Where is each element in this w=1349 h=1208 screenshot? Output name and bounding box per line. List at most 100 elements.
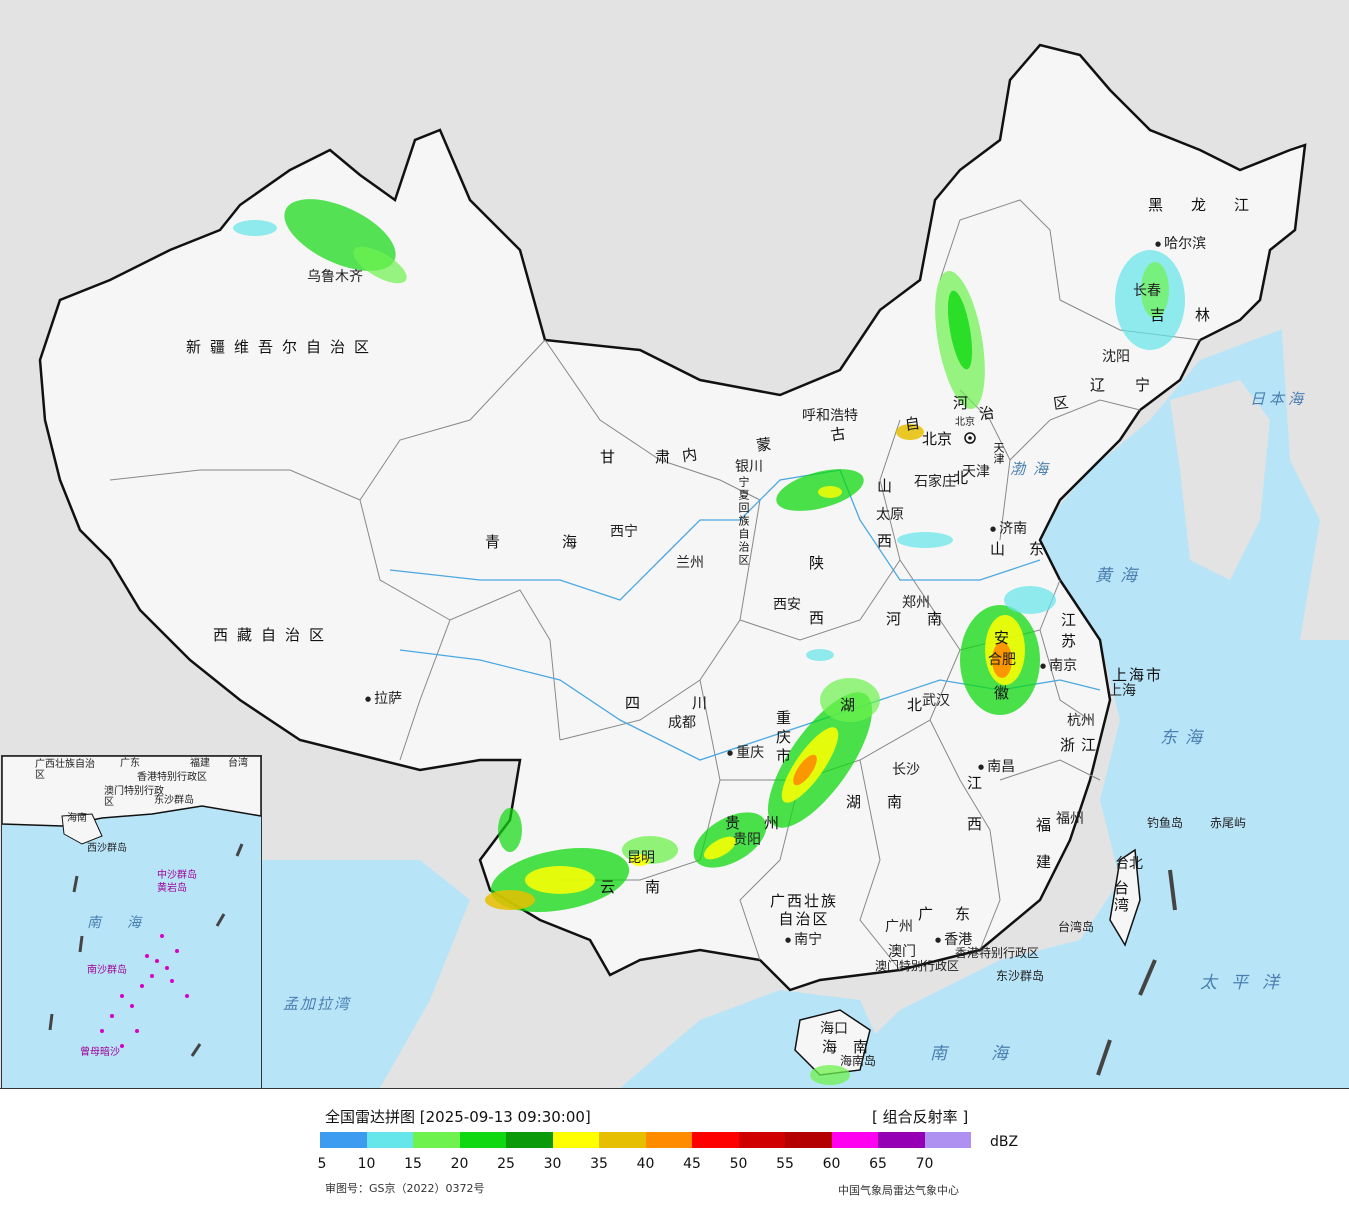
sea-label: 太平洋 xyxy=(1200,973,1293,993)
city-label: 南京 xyxy=(1040,659,1077,673)
inset-label: 中沙群岛 xyxy=(157,870,197,881)
province-label: 四川 xyxy=(625,694,760,712)
province-label: 北京 xyxy=(922,430,953,448)
city-label: 昆明 xyxy=(627,850,655,866)
inset-label: 香港特别行政区 xyxy=(137,772,207,783)
tick-label: 65 xyxy=(869,1156,887,1172)
color-segment xyxy=(692,1132,739,1148)
city-label: 银川 xyxy=(735,459,763,475)
province-label: 安徽 xyxy=(992,630,1010,740)
city-label: 澳门 xyxy=(888,944,916,960)
color-segment xyxy=(366,1132,413,1148)
province-label: 新疆维吾尔自治区 xyxy=(186,338,379,356)
color-segment xyxy=(645,1132,692,1148)
sea-label: 黄海 xyxy=(1095,566,1145,586)
inset-label: 福建 xyxy=(190,758,210,769)
maritime-boundary-dashes xyxy=(1096,869,1177,1076)
city-label: 太原 xyxy=(876,507,904,523)
tick-label: 50 xyxy=(729,1156,748,1172)
china-land xyxy=(38,43,1307,992)
city-label: 天津 xyxy=(962,464,990,480)
color-segment xyxy=(506,1132,553,1148)
island-label: 赤尾屿 xyxy=(1210,816,1247,830)
inset-label: 广东 xyxy=(120,758,140,769)
city-label: 拉萨 xyxy=(365,692,402,706)
data-source: 中国气象局雷达气象中心 xyxy=(838,1184,959,1197)
province-label: 广西壮族自治区 xyxy=(769,892,838,928)
province-label: 陕西 xyxy=(807,555,825,665)
color-segment xyxy=(552,1132,599,1148)
city-label: 郑州 xyxy=(902,595,930,611)
sea-label: 东海 xyxy=(1160,728,1210,748)
inset-label: 东沙群岛 xyxy=(154,795,194,806)
city-label: 香港 xyxy=(935,933,972,947)
province-label: 吉林 xyxy=(1150,306,1241,324)
color-segment xyxy=(924,1132,971,1148)
sea-label: 日本海 xyxy=(1250,390,1308,408)
color-segment xyxy=(785,1132,832,1148)
city-label: 台北 xyxy=(1115,856,1143,872)
tick-label: 10 xyxy=(357,1156,376,1172)
province-label: 贵州 xyxy=(725,814,804,832)
city-label: 哈尔滨 xyxy=(1155,237,1206,251)
sea-label: 孟加拉湾 xyxy=(283,995,352,1013)
province-label: 天津 xyxy=(992,442,1005,464)
legend-title: 全国雷达拼图 [2025-09-13 09:30:00] xyxy=(325,1108,591,1126)
tick-label: 5 xyxy=(317,1156,327,1172)
tick-label: 35 xyxy=(590,1156,608,1172)
province-label: 甘肃 xyxy=(600,448,711,466)
province-label: 台湾 xyxy=(1112,880,1130,914)
special-region-label: 澳门特别行政区 xyxy=(875,959,960,973)
province-label: 河南 xyxy=(886,610,969,628)
special-region-label: 香港特别行政区 xyxy=(955,946,1040,960)
city-label: 济南 xyxy=(990,522,1027,536)
radar-map: 新疆维吾尔自治区 西藏自治区 青海 甘肃 内蒙古自治区 黑龙江 吉林 辽宁 河北… xyxy=(0,0,1349,1089)
city-label: 沈阳 xyxy=(1102,349,1130,365)
province-label: 浙江 xyxy=(1060,736,1103,754)
tick-label: 15 xyxy=(404,1156,422,1172)
inset-label: 澳门特别行政区 xyxy=(104,786,164,808)
inset-label: 黄岩岛 xyxy=(157,883,187,894)
city-label: 石家庄 xyxy=(914,474,956,490)
sea-label: 南海 xyxy=(930,1044,1052,1064)
approval-number: 审图号：GS京（2022）0372号 xyxy=(325,1182,485,1195)
province-label: 湖南 xyxy=(846,793,929,811)
province-label: 黑龙江 xyxy=(1148,196,1278,214)
city-label: 兰州 xyxy=(676,555,704,571)
island-label: 台湾岛 xyxy=(1058,920,1095,934)
color-bar xyxy=(320,1132,971,1148)
province-label: 江苏 xyxy=(1059,612,1077,654)
province-label: 宁夏回族自治区 xyxy=(737,476,750,567)
korea-land xyxy=(1170,380,1270,580)
tick-label: 20 xyxy=(450,1156,469,1172)
province-label: 海南 xyxy=(822,1038,885,1056)
inset-label: 海南 xyxy=(67,813,87,824)
hainan-island xyxy=(794,1009,871,1076)
city-label: 南昌 xyxy=(978,760,1015,774)
legend-unit: dBZ xyxy=(990,1134,1019,1150)
city-label: 上海 xyxy=(1108,683,1136,699)
tick-label: 30 xyxy=(543,1156,562,1172)
tick-label: 40 xyxy=(636,1156,655,1172)
japan-land xyxy=(1280,260,1349,640)
inset-label: 南沙群岛 xyxy=(87,965,127,976)
city-label: 西宁 xyxy=(610,524,638,540)
province-label: 上海市 xyxy=(1112,666,1164,684)
city-label: 贵阳 xyxy=(733,832,761,848)
province-label: 广东 xyxy=(918,905,993,923)
island-label: 东沙群岛 xyxy=(996,969,1045,983)
color-segment xyxy=(320,1132,367,1148)
city-label: 重庆 xyxy=(727,746,764,760)
tick-label: 55 xyxy=(776,1156,794,1172)
ocean-east xyxy=(820,0,1349,1088)
city-label: 广州 xyxy=(885,919,913,935)
city-label: 乌鲁木齐 xyxy=(307,269,363,285)
tick-label: 70 xyxy=(915,1156,934,1172)
city-label: 西安 xyxy=(773,597,801,613)
province-label: 西藏自治区 xyxy=(213,626,334,644)
city-label: 长春 xyxy=(1133,283,1161,299)
inset-label: 广西壮族自治区 xyxy=(35,759,95,781)
capital-symbol xyxy=(964,432,976,444)
city-label: 海口 xyxy=(820,1021,848,1037)
inset-label: 西沙群岛 xyxy=(87,843,127,854)
